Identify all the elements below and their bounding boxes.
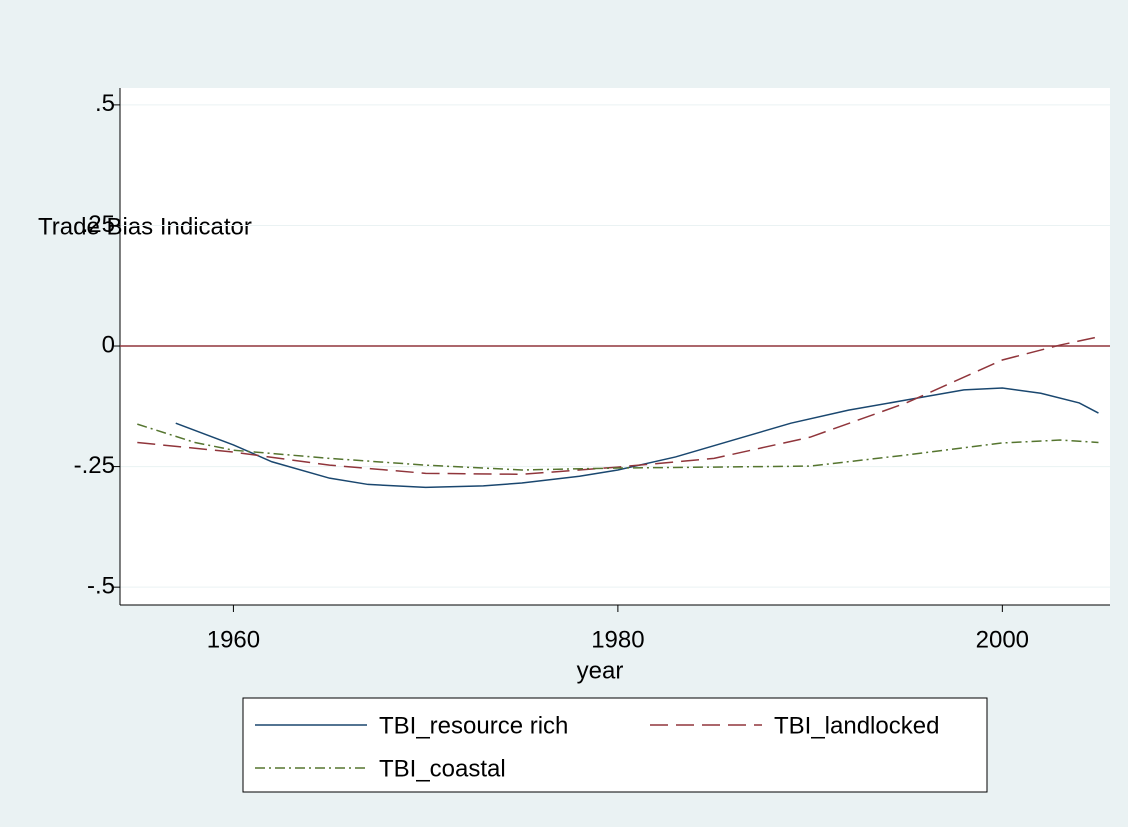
- y-tick-label: .5: [95, 90, 115, 117]
- series-line: [137, 336, 1099, 476]
- y-tick-label: 0: [102, 331, 115, 358]
- series-line: [137, 423, 1099, 471]
- x-tick-label: 2000: [976, 626, 1029, 653]
- y-axis-title: Trade Bias Indicator: [38, 213, 252, 240]
- legend-label: TBI_landlocked: [774, 712, 939, 739]
- legend-box: [242, 697, 988, 793]
- series-line: [175, 387, 1099, 489]
- legend-label: TBI_coastal: [379, 755, 506, 782]
- y-tick-label: -.5: [87, 572, 115, 599]
- legend-label: TBI_resource rich: [379, 712, 568, 739]
- x-tick-label: 1980: [591, 626, 644, 653]
- x-axis-title: year: [577, 657, 624, 684]
- x-tick-label: 1960: [207, 626, 260, 653]
- y-tick-label: -.25: [74, 452, 115, 479]
- y-tick-label: .25: [82, 211, 115, 238]
